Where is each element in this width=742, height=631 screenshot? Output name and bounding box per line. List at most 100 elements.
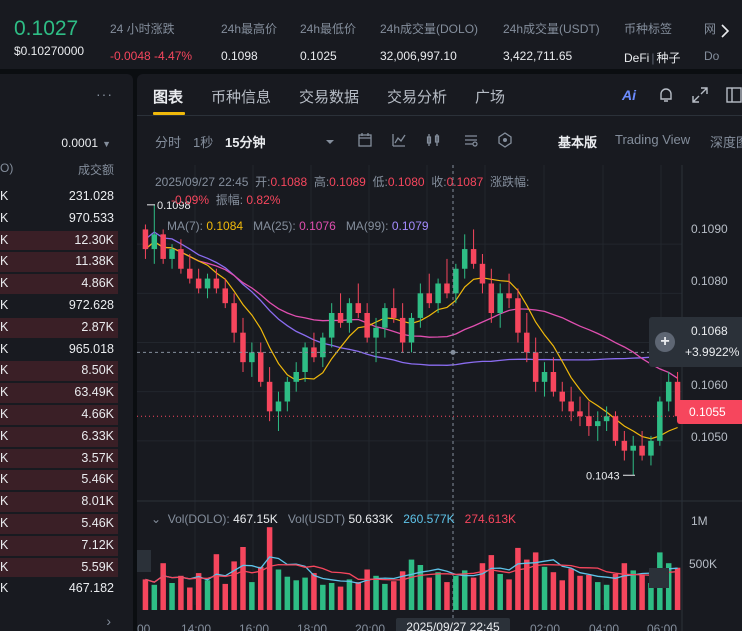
calendar-icon[interactable] [357,132,373,148]
more-icon[interactable]: ··· [96,86,113,102]
candle-body [346,303,353,323]
book-row[interactable]: K 467.182 [0,578,133,600]
bell-icon[interactable] [657,86,675,104]
book-cell-amount: K [0,319,9,334]
stat-label: 24 小时涨跌 [110,22,175,36]
candlestick-chart[interactable]: 0.1098 0.1043 [137,165,742,631]
book-row[interactable]: K 972.628 [0,295,133,317]
add-alert-icon[interactable]: + [655,332,675,352]
volume-bar [364,569,370,610]
vol-usdt-label: Vol(USDT) [287,512,346,526]
chevron-right-icon[interactable]: › [106,613,111,629]
volume-ma-line [145,563,678,583]
book-row[interactable]: K 12.30K [0,230,133,252]
crosshair-price-box[interactable]: + 0.1068 +3.9922% [649,317,742,367]
volume-bar [346,579,353,610]
volume-bar [169,583,175,610]
interval-15m[interactable]: 15分钟 [225,135,266,150]
book-row[interactable]: K 63.49K [0,382,133,404]
target-icon[interactable] [497,132,513,148]
candle-body [550,372,557,392]
volume-bar [532,552,539,610]
depth-bar [0,557,118,578]
book-row[interactable]: K 7.12K [0,535,133,557]
tab-trading-data[interactable]: 交易数据 [299,89,360,106]
volume-bar [187,587,193,610]
volume-bar [328,583,335,610]
chevron-right-icon[interactable] [720,24,730,41]
tag-seed[interactable]: 种子 [656,51,681,65]
tag-defi[interactable]: DeFi [624,51,650,65]
time-tick: 00 [137,622,151,631]
view-tradingview[interactable]: Trading View [615,132,691,147]
candle-type-icon[interactable] [425,132,441,148]
tab-chart[interactable]: 图表 [153,89,184,106]
interval-line[interactable]: 分时 [155,135,182,150]
stat-label: 网 [704,22,717,36]
book-row[interactable]: K 965.018 [0,339,133,361]
volume-bar [408,559,415,610]
stat-label: 24h成交量(DOLO) [380,22,479,36]
settings-list-icon[interactable] [463,132,479,148]
volume-bar [559,580,566,610]
ma25-line [144,240,678,379]
active-tab-indicator [153,112,185,115]
book-row[interactable]: K 970.533 [0,208,133,230]
book-row[interactable]: K 3.57K [0,448,133,470]
stat-value: Do [704,49,720,63]
order-book-panel: ··· 0.0001 ▼ O) 成交额 K 231.028 K 970.533 K 12.3… [0,74,133,631]
price-tick: 0.1090 [691,222,728,236]
expand-icon[interactable] [691,86,709,104]
volume-bar [568,568,574,610]
book-row[interactable]: K 11.38K [0,251,133,273]
last-price-usd: $0.10270000 [14,44,85,58]
view-depth[interactable]: 深度图 [710,135,742,150]
stat-24h-vol-usdt: 24h成交量(USDT) 3,422,711.65 [503,20,600,63]
tab-token-info[interactable]: 币种信息 [211,89,272,106]
candle-body [674,381,681,417]
legend-amp-value: 0.82% [246,193,281,207]
volume-tick: 500K [689,557,718,571]
book-cell-total: 7.12K [81,537,114,552]
book-row[interactable]: K 4.66K [0,404,133,426]
book-row[interactable]: K 5.59K [0,557,133,579]
volume-bar [674,567,681,610]
chevron-down-icon[interactable] [325,134,341,150]
book-row[interactable]: K 6.33K [0,426,133,448]
book-row[interactable]: K 2.87K [0,317,133,339]
candle-body [213,278,220,289]
view-basic[interactable]: 基本版 [558,135,598,150]
volume-toggle-icon[interactable]: ⌄ [151,512,162,526]
book-row[interactable]: K 8.01K [0,491,133,513]
candle-body [328,313,335,338]
interval-1s[interactable]: 1秒 [193,135,214,150]
book-cell-amount: K [0,515,9,530]
book-cell-total: 972.628 [68,297,114,312]
book-cell-amount: K [0,385,9,400]
stat-value: -0.0048 -4.47% [110,49,193,63]
precision-select[interactable]: 0.0001 ▼ [61,136,111,150]
legend-low-label: 低: [372,175,388,189]
ai-icon[interactable]: Ai [622,87,636,103]
book-row[interactable]: K 5.46K [0,513,133,535]
candle-body [417,293,424,318]
price-tick: 0.1050 [691,430,728,444]
scroll-left-handle [137,550,151,572]
layout-icon[interactable] [725,86,742,104]
book-row[interactable]: K 8.50K [0,360,133,382]
book-cell-amount: K [0,472,9,487]
indicator-icon[interactable] [391,132,407,148]
tab-square[interactable]: 广场 [475,89,506,106]
book-cell-total: 6.33K [81,428,114,443]
book-row[interactable]: K 231.028 [0,186,133,208]
ohlc-legend-line2: -0.09% 振幅: 0.82% [171,191,280,208]
candle-body [461,249,468,269]
book-row[interactable]: K 4.86K [0,273,133,295]
tab-trading-analysis[interactable]: 交易分析 [387,89,448,106]
book-row[interactable]: K 5.46K [0,469,133,491]
ohlc-legend: 2025/09/27 22:45 开:0.1088 高:0.1089 低:0.1… [155,173,529,190]
candle-body [603,416,610,422]
candle-body [488,283,495,313]
candle-body [541,372,548,382]
legend-close-label: 收: [431,175,447,189]
